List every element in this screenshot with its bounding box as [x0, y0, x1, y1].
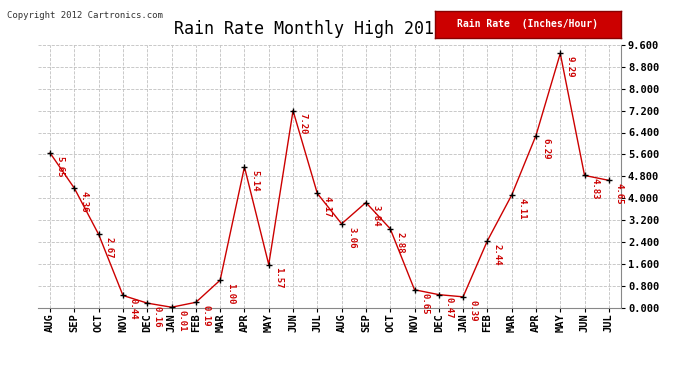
Text: 4.65: 4.65	[614, 183, 623, 205]
Text: 4.36: 4.36	[80, 191, 89, 213]
Text: 1.57: 1.57	[275, 267, 284, 289]
Text: 5.65: 5.65	[56, 156, 65, 177]
Text: 2.67: 2.67	[104, 237, 113, 259]
Text: 0.16: 0.16	[152, 306, 162, 327]
Text: 0.39: 0.39	[469, 300, 477, 321]
Text: 2.44: 2.44	[493, 243, 502, 265]
Text: 0.47: 0.47	[444, 297, 453, 319]
Text: 0.01: 0.01	[177, 310, 186, 332]
Text: 0.19: 0.19	[201, 305, 210, 327]
Text: 9.29: 9.29	[566, 56, 575, 78]
Text: 4.11: 4.11	[518, 198, 526, 219]
Text: 0.65: 0.65	[420, 292, 429, 314]
Text: 4.83: 4.83	[590, 178, 599, 200]
Text: 1.00: 1.00	[226, 283, 235, 304]
Text: 5.14: 5.14	[250, 170, 259, 191]
Text: 6.29: 6.29	[542, 138, 551, 160]
Title: Rain Rate Monthly High 20120806: Rain Rate Monthly High 20120806	[175, 20, 484, 38]
Text: Copyright 2012 Cartronics.com: Copyright 2012 Cartronics.com	[7, 11, 163, 20]
Text: 4.17: 4.17	[323, 196, 332, 218]
Text: 0.44: 0.44	[128, 298, 137, 320]
Text: Rain Rate  (Inches/Hour): Rain Rate (Inches/Hour)	[457, 20, 598, 29]
Text: 2.88: 2.88	[396, 231, 405, 253]
Text: 7.20: 7.20	[299, 113, 308, 135]
Text: 3.84: 3.84	[371, 205, 380, 227]
Text: 3.06: 3.06	[347, 226, 356, 248]
